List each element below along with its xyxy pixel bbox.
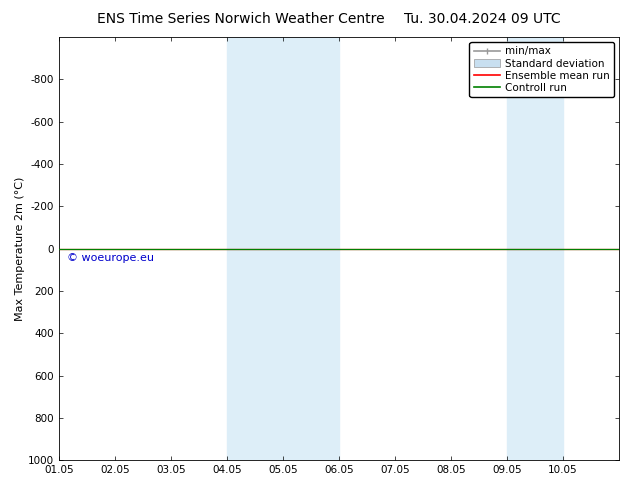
Bar bbox=[283, 37, 339, 460]
Text: © woeurope.eu: © woeurope.eu bbox=[67, 253, 154, 263]
Bar bbox=[227, 37, 283, 460]
Text: Tu. 30.04.2024 09 UTC: Tu. 30.04.2024 09 UTC bbox=[403, 12, 560, 26]
Bar bbox=[507, 37, 563, 460]
Legend: min/max, Standard deviation, Ensemble mean run, Controll run: min/max, Standard deviation, Ensemble me… bbox=[469, 42, 614, 97]
Text: ENS Time Series Norwich Weather Centre: ENS Time Series Norwich Weather Centre bbox=[97, 12, 385, 26]
Y-axis label: Max Temperature 2m (°C): Max Temperature 2m (°C) bbox=[15, 176, 25, 321]
